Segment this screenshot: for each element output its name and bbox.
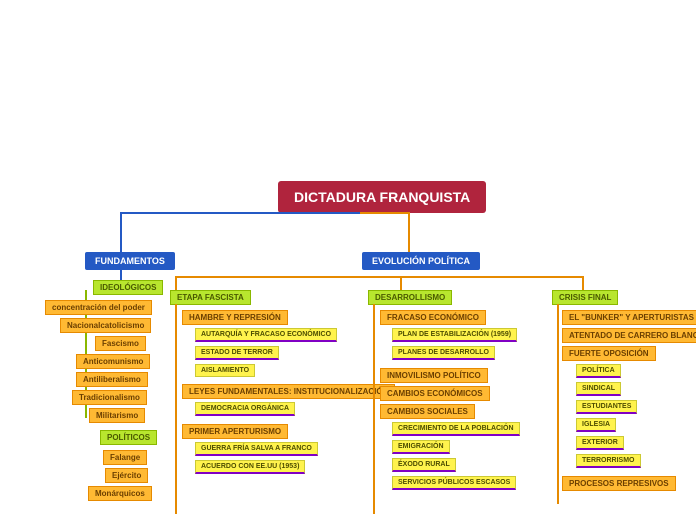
connector [175,276,583,278]
fracaso-item: PLANES DE DESARROLLO [392,346,495,360]
cambioS-item: SERVICIOS PÚBLICOS ESCASOS [392,476,516,490]
connector [400,276,402,290]
oposic-item: IGLESIA [576,418,616,432]
cambioS-item: EMIGRACIÓN [392,440,450,454]
bunker-node: EL "BUNKER" Y APERTURISTAS [562,310,696,325]
cambioS-item: ÉXODO RURAL [392,458,456,472]
fascista-node: ETAPA FASCISTA [170,290,251,305]
oposic-item: SINDICAL [576,382,621,396]
connector [557,304,559,504]
connector [408,212,410,252]
oposic-node: FUERTE OPOSICIÓN [562,346,656,361]
ideol-item: concentración del poder [45,300,152,315]
procesos-node: PROCESOS REPRESIVOS [562,476,676,491]
polit-item: Falange [103,450,147,465]
oposic-item: TERRORRISMO [576,454,641,468]
connector [582,276,584,290]
oposic-item: ESTUDIANTES [576,400,637,414]
polit-item: Ejército [105,468,148,483]
crisis-node: CRISIS FINAL [552,290,618,305]
inmov-node: INMOVILISMO POLÍTICO [380,368,488,383]
connector [175,304,177,514]
fracaso-node: FRACASO ECONÓMICO [380,310,486,325]
apertur-item: GUERRA FRÍA SALVA A FRANCO [195,442,318,456]
ideol-item: Fascismo [95,336,146,351]
connector [360,212,410,214]
leyes-item: DEMOCRACIA ORGÁNICA [195,402,295,416]
polit-item: Monárquicos [88,486,152,501]
ideol-item: Nacionalcatolicismo [60,318,151,333]
desarr-node: DESARROLLISMO [368,290,452,305]
connector [373,304,375,514]
hambre-item: AISLAMIENTO [195,364,255,377]
oposic-item: POLÍTICA [576,364,621,378]
apertur-node: PRIMER APERTURISMO [182,424,288,439]
cambioE-node: CAMBIOS ECONÓMICOS [380,386,490,401]
connector [175,276,177,290]
fundamentos-node: FUNDAMENTOS [85,252,175,270]
atentado-node: ATENTADO DE CARRERO BLANCO [562,328,696,343]
cambioS-node: CAMBIOS SOCIALES [380,404,475,419]
leyes-node: LEYES FUNDAMENTALES: INSTITUCIONALIZACIÓ… [182,384,395,399]
hambre-item: AUTARQUÍA Y FRACASO ECONÓMICO [195,328,337,342]
ideol-item: Militarismo [89,408,145,423]
connector [120,212,122,252]
hambre-item: ESTADO DE TERROR [195,346,279,360]
ideol-item: Anticomunismo [76,354,150,369]
oposic-item: EXTERIOR [576,436,624,450]
hambre-node: HAMBRE Y REPRESIÓN [182,310,288,325]
evolucion-node: EVOLUCIÓN POLÍTICA [362,252,480,270]
connector [120,212,360,214]
apertur-item: ACUERDO CON EE.UU (1953) [195,460,305,474]
ideologicos-node: IDEOLÓGICOS [93,280,163,295]
politicos-node: POLÍTICOS [100,430,157,445]
ideol-item: Tradicionalismo [72,390,147,405]
cambioS-item: CRECIMIENTO DE LA POBLACIÓN [392,422,520,436]
fracaso-item: PLAN DE ESTABILIZACIÓN (1959) [392,328,517,342]
ideol-item: Antiliberalismo [76,372,148,387]
root-node: DICTADURA FRANQUISTA [278,181,486,213]
